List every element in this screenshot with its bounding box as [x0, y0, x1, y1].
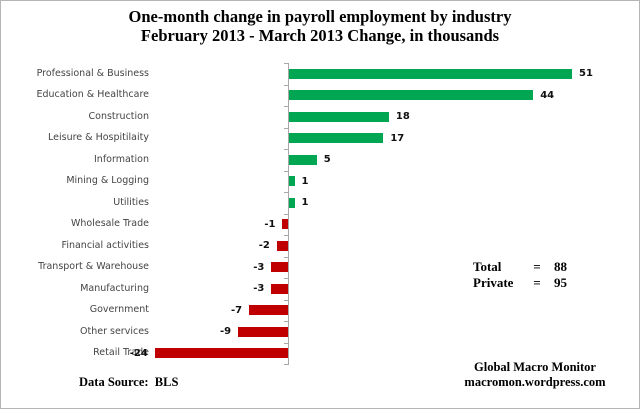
private-equals-sign: = [533, 275, 541, 290]
axis-tick-mark [284, 364, 289, 365]
bar-value-label: 18 [395, 111, 410, 123]
axis-tick-mark [284, 170, 289, 172]
axis-tick-mark [284, 127, 289, 129]
bar [276, 240, 288, 251]
credit-line1: Global Macro Monitor [474, 360, 596, 374]
bar-value-label: -2 [258, 240, 270, 252]
bar-value-label: -7 [231, 304, 243, 316]
bar-value-label: 1 [301, 197, 309, 209]
credit-note: Global Macro Monitor macromon.wordpress.… [429, 360, 639, 390]
axis-tick-mark [284, 106, 289, 107]
bar [271, 262, 288, 273]
category-label: Construction [88, 110, 150, 122]
bar [238, 326, 288, 337]
category-label: Mining & Logging [66, 175, 149, 187]
bar [249, 305, 288, 316]
category-label: Transport & Warehouse [38, 261, 149, 273]
bar-value-label: -3 [253, 261, 265, 273]
category-label: Wholesale Trade [71, 218, 149, 230]
bar-value-label: 1 [301, 175, 309, 187]
category-label: Retail Trade [93, 347, 149, 359]
private-value: 95 [554, 275, 567, 290]
category-label: Other services [80, 325, 149, 337]
credit-line2: macromon.wordpress.com [464, 375, 606, 389]
category-label: Leisure & Hospitilaity [48, 132, 149, 144]
axis-tick-mark [284, 321, 289, 322]
bar [289, 154, 317, 165]
category-label: Information [94, 153, 149, 165]
axis-tick-mark [284, 235, 289, 236]
bar [289, 133, 384, 144]
bar-value-label: -3 [253, 283, 265, 295]
chart-title-line2: February 2013 - March 2013 Change, in th… [140, 26, 500, 45]
category-label: Education & Healthcare [36, 89, 149, 101]
bar [289, 176, 295, 187]
axis-tick-mark [284, 342, 289, 344]
bar-value-label: -24 [129, 347, 148, 359]
axis-tick-mark [284, 256, 289, 258]
axis-tick-mark [284, 299, 289, 301]
bar [289, 90, 534, 101]
total-label: Total [473, 259, 502, 274]
private-row: Private = 95 [473, 275, 567, 291]
bar-value-label: 44 [540, 89, 555, 101]
bar [154, 348, 288, 359]
axis-tick-mark [284, 278, 289, 279]
data-source-note: Data Source: BLS [79, 375, 179, 389]
bar [282, 219, 288, 230]
bar-value-label: 5 [323, 154, 331, 166]
chart-title-line1: One-month change in payroll employment b… [128, 7, 512, 26]
category-label: Manufacturing [80, 282, 149, 294]
axis-tick-mark [284, 213, 289, 215]
chart-title: One-month change in payroll employment b… [1, 7, 639, 45]
axis-tick-mark [284, 63, 289, 64]
bar [289, 197, 295, 208]
bar-value-label: -1 [264, 218, 276, 230]
category-label: Financial activities [61, 239, 149, 251]
category-label: Professional & Business [36, 67, 149, 79]
category-label: Government [89, 304, 149, 316]
axis-tick-mark [284, 84, 289, 86]
total-equals-sign: = [533, 259, 541, 274]
axis-tick-mark [284, 192, 289, 193]
total-value: 88 [554, 259, 567, 274]
private-label: Private [473, 275, 514, 290]
category-label: Utilities [113, 196, 149, 208]
bar-value-label: 51 [579, 68, 593, 80]
bar [289, 111, 389, 122]
bar-value-label: -9 [219, 326, 232, 338]
axis-tick-mark [284, 149, 289, 150]
bar [271, 283, 288, 294]
totals-annotation: Total = 88 Private = 95 [473, 259, 567, 291]
total-row: Total = 88 [473, 259, 567, 275]
bar-value-label: 17 [390, 132, 405, 144]
bar [289, 68, 573, 79]
